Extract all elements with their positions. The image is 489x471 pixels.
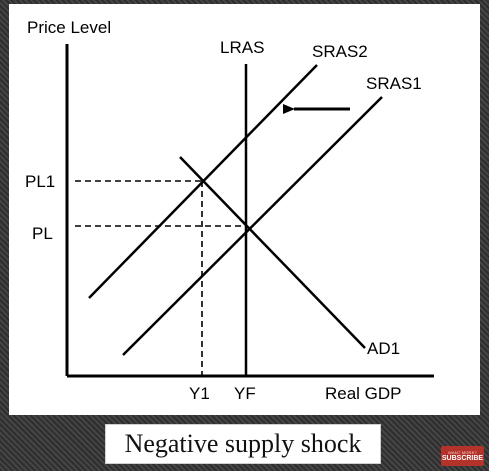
ad1-label: AD1	[367, 339, 400, 358]
pl-label: PL	[32, 224, 53, 243]
supply-shock-diagram: Price Level LRAS SRAS2 SRAS1 AD1 PL1 PL …	[25, 18, 434, 403]
subscribe-badge[interactable]: WANT MORE? SUBSCRIBE	[441, 446, 484, 466]
lras-label: LRAS	[220, 38, 264, 57]
caption-text: Negative supply shock	[124, 429, 362, 458]
x-axis-label: Real GDP	[325, 384, 402, 403]
sras2-label: SRAS2	[312, 42, 368, 61]
ad1-curve	[179, 156, 366, 349]
sras1-label: SRAS1	[366, 74, 422, 93]
diagram-panel: Price Level LRAS SRAS2 SRAS1 AD1 PL1 PL …	[9, 4, 480, 415]
yf-label: YF	[234, 384, 256, 403]
y1-label: Y1	[189, 384, 210, 403]
sras1-curve	[122, 96, 383, 356]
pl1-label: PL1	[25, 172, 55, 191]
y-axis-label: Price Level	[27, 18, 111, 37]
badge-tagline: WANT MORE?	[448, 449, 477, 455]
badge-label: SUBSCRIBE	[441, 454, 484, 462]
caption-box: Negative supply shock	[105, 424, 381, 464]
